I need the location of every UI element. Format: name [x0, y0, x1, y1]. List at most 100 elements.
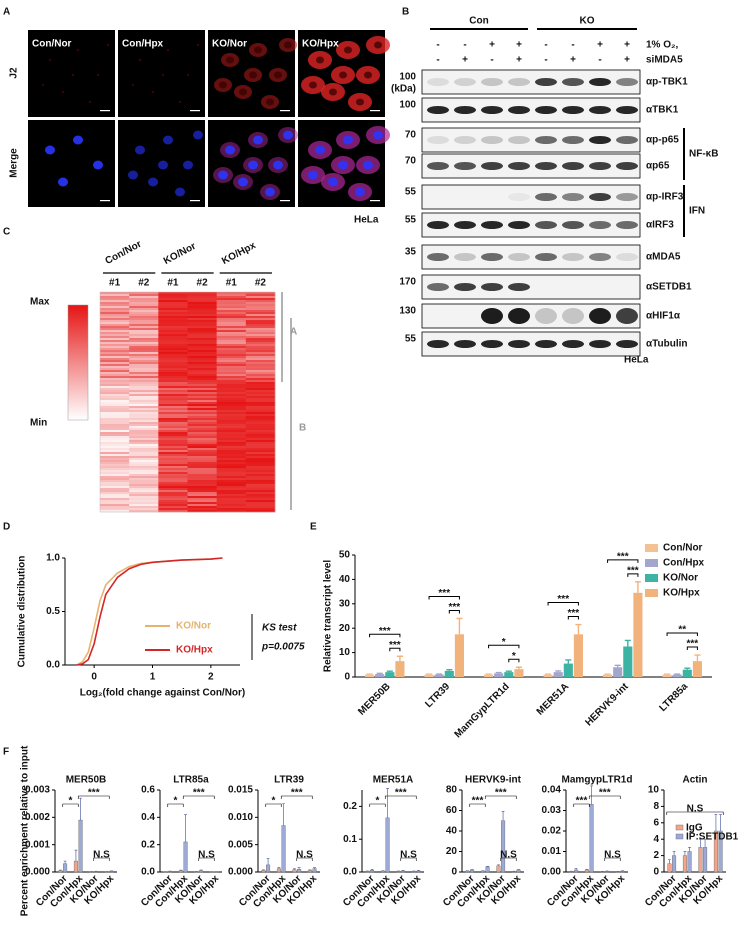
band	[589, 221, 611, 229]
bar	[553, 672, 563, 677]
heatmap-cell	[245, 346, 276, 349]
band	[616, 78, 638, 86]
chart-title: MER51A	[373, 775, 414, 786]
heatmap-cell	[187, 506, 217, 509]
heatmap-cell	[216, 310, 247, 313]
heatmap-cell	[216, 422, 247, 425]
heatmap-cell	[216, 492, 247, 495]
heatmap-cell	[100, 362, 130, 365]
band	[427, 136, 449, 144]
band	[562, 308, 584, 324]
error-bar	[376, 672, 383, 675]
heatmap-cell	[100, 470, 130, 473]
mw-marker: 35	[405, 247, 417, 258]
heatmap-cell	[245, 500, 276, 503]
heatmap-cell	[216, 448, 247, 451]
heatmap-cell	[216, 344, 247, 347]
group-label: KO	[580, 16, 595, 27]
legend-label: KO/Nor	[663, 573, 698, 584]
y-tick-label: 0.1	[343, 834, 357, 845]
heatmap-cell	[216, 454, 247, 457]
heatmap-cell	[216, 430, 247, 433]
heatmap-cell	[158, 292, 188, 295]
heatmap-cell	[129, 410, 159, 413]
heatmap-cell	[158, 352, 188, 355]
heatmap-cell	[158, 496, 188, 499]
bar	[563, 663, 573, 677]
heatmap-cell	[158, 482, 188, 485]
heatmap-cell	[187, 372, 217, 375]
heatmap-cell	[129, 510, 159, 513]
bar	[395, 661, 405, 677]
heatmap-cell	[245, 318, 276, 321]
heatmap-cell	[129, 316, 159, 319]
heatmap-cell	[245, 474, 276, 477]
heatmap-cell	[129, 336, 159, 339]
nucleus	[135, 145, 145, 155]
condition-sign: -	[436, 40, 439, 51]
significance-label: *	[174, 796, 178, 807]
heatmap-cell	[158, 508, 188, 511]
heatmap-cell	[100, 368, 130, 371]
significance-bracket	[547, 602, 579, 606]
heatmap-cell	[100, 332, 130, 335]
row-label: J2	[9, 67, 20, 79]
condition-sign: -	[463, 40, 466, 51]
row-label: Merge	[9, 148, 20, 178]
heatmap-cell	[100, 498, 130, 501]
heatmap-cell	[100, 414, 130, 417]
heatmap-cell	[100, 494, 130, 497]
heatmap-cell	[187, 326, 217, 329]
heatmap-cell	[216, 372, 247, 375]
nucleus	[218, 170, 228, 180]
y-tick-label: 4	[653, 834, 659, 845]
legend-swatch	[645, 574, 658, 582]
mw-marker: 55	[405, 334, 417, 345]
heatmap-cell	[100, 376, 130, 379]
band	[454, 283, 476, 291]
bar	[297, 869, 302, 873]
heatmap-cell	[158, 388, 188, 391]
heatmap-cell	[100, 454, 130, 457]
heatmap-cell	[187, 334, 217, 337]
micrograph	[118, 30, 205, 117]
y-axis-label: Cumulative distribution	[17, 556, 28, 668]
y-tick-label: 0.015	[228, 785, 253, 796]
heatmap-cell	[216, 418, 247, 421]
bar	[401, 870, 406, 873]
heatmap-cell	[100, 420, 130, 423]
y-tick-label: 0.03	[542, 805, 562, 816]
legend-swatch	[645, 559, 658, 567]
error-bar	[277, 867, 281, 869]
heatmap-cell	[245, 478, 276, 481]
heatmap-cell	[216, 378, 247, 381]
band	[562, 162, 584, 170]
heatmap-cell	[129, 498, 159, 501]
nucleus	[238, 177, 248, 187]
heatmap-cell	[158, 476, 188, 479]
heatmap-cell	[129, 466, 159, 469]
band	[616, 221, 638, 229]
condition-sign: -	[544, 40, 547, 51]
signal	[151, 90, 155, 94]
band	[481, 162, 503, 170]
condition-sign: -	[436, 55, 439, 66]
heatmap-cell	[129, 472, 159, 475]
heatmap-cell	[129, 402, 159, 405]
condition-sign: +	[462, 55, 468, 66]
heatmap-cell	[187, 312, 217, 315]
heatmap-cell	[129, 306, 159, 309]
significance-label: N.S	[400, 850, 417, 861]
heatmap-cell	[158, 488, 188, 491]
antibody-label: αTBK1	[646, 105, 679, 116]
heatmap-cell	[129, 320, 159, 323]
heatmap-cell	[216, 294, 247, 297]
significance-label: ***	[472, 796, 484, 807]
heatmap-cell	[245, 340, 276, 343]
heatmap-cell	[187, 328, 217, 331]
heatmap-cell	[158, 306, 188, 309]
band	[562, 78, 584, 86]
heatmap-cell	[187, 458, 217, 461]
nucleus-void	[274, 71, 282, 79]
nucleus	[273, 160, 283, 170]
